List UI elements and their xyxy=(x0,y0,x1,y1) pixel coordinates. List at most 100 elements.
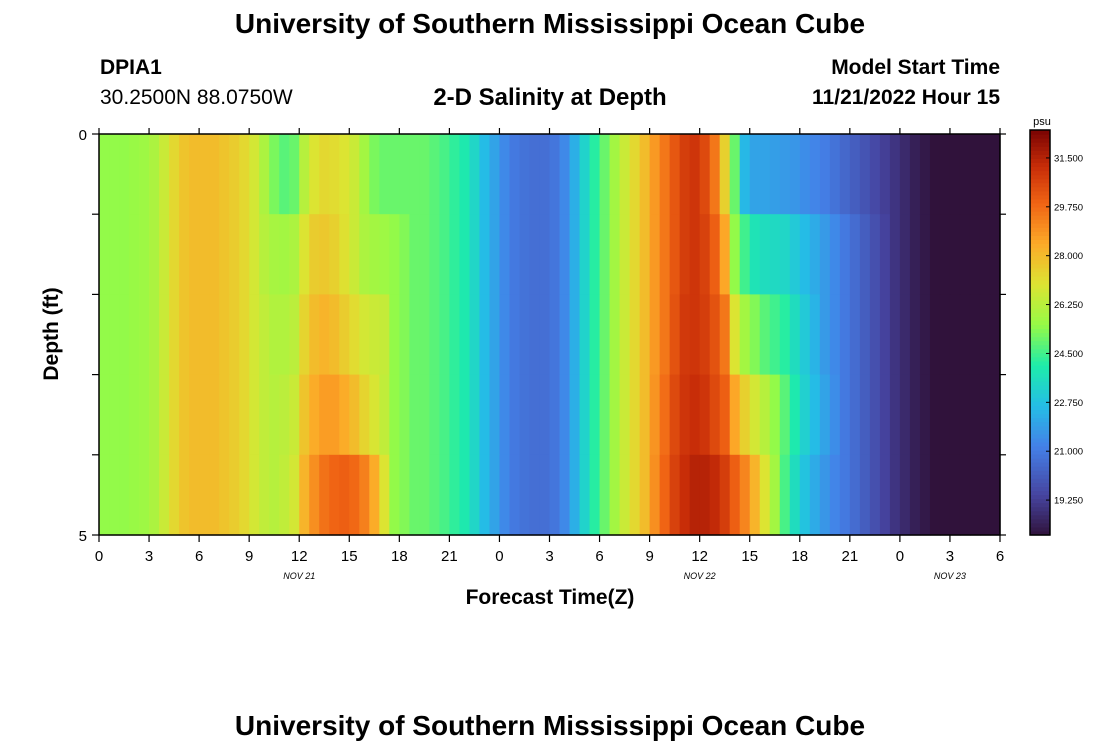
station-coordinates: 30.2500N 88.0750W xyxy=(100,86,293,109)
colorbar-segment xyxy=(1030,506,1050,512)
heatmap-cell xyxy=(949,214,961,295)
colorbar-segment xyxy=(1030,202,1050,208)
colorbar-segment xyxy=(1030,287,1050,293)
heatmap-cell xyxy=(919,134,931,215)
heatmap-cell xyxy=(199,294,210,376)
heatmap-cells xyxy=(99,134,1001,536)
date-label: NOV 23 xyxy=(934,571,966,581)
heatmap-cell xyxy=(719,374,731,456)
heatmap-cell xyxy=(229,454,240,536)
heatmap-cell xyxy=(639,214,651,295)
heatmap-cell xyxy=(869,134,881,215)
heatmap-cell xyxy=(379,134,390,215)
heatmap-cell xyxy=(559,374,571,456)
heatmap-cell xyxy=(919,454,931,536)
heatmap-cell xyxy=(109,214,120,295)
heatmap-cell xyxy=(969,454,981,536)
heatmap-cell xyxy=(259,454,270,536)
x-tick-label: 0 xyxy=(95,548,103,565)
heatmap-cell xyxy=(169,374,180,456)
heatmap-cell xyxy=(779,454,791,536)
colorbar-segment xyxy=(1030,510,1050,516)
heatmap-cell xyxy=(659,374,671,456)
colorbar-segment xyxy=(1030,421,1050,427)
heatmap-cell xyxy=(419,294,430,376)
heatmap-cell xyxy=(609,294,621,376)
heatmap-cell xyxy=(589,374,601,456)
heatmap-cell xyxy=(609,134,621,215)
heatmap-cell xyxy=(889,454,901,536)
heatmap-cell xyxy=(819,454,831,536)
x-tick-label: 9 xyxy=(245,548,253,565)
heatmap-cell xyxy=(439,454,450,536)
heatmap-cell xyxy=(409,134,420,215)
x-tick-label: 6 xyxy=(595,548,603,565)
colorbar-segment xyxy=(1030,162,1050,168)
x-tick-label: 15 xyxy=(341,548,358,565)
colorbar-segment xyxy=(1030,247,1050,253)
heatmap-cell xyxy=(679,454,691,536)
heatmap-cell xyxy=(599,374,611,456)
heatmap-cell xyxy=(689,294,701,376)
heatmap-cell xyxy=(609,454,621,536)
heatmap-cell xyxy=(959,134,971,215)
heatmap-cell xyxy=(279,134,290,215)
heatmap-cell xyxy=(419,374,430,456)
heatmap-cell xyxy=(239,214,250,295)
heatmap-cell xyxy=(369,374,380,456)
heatmap-cell xyxy=(239,374,250,456)
colorbar-segment xyxy=(1030,182,1050,188)
heatmap-cell xyxy=(939,214,951,295)
heatmap-cell xyxy=(419,134,430,215)
heatmap-cell xyxy=(409,214,420,295)
heatmap-cell xyxy=(639,134,651,215)
heatmap-cell xyxy=(579,214,591,295)
heatmap-cell xyxy=(649,374,661,456)
heatmap-cell xyxy=(899,134,911,215)
x-tick-label: 12 xyxy=(691,548,708,565)
heatmap-cell xyxy=(199,134,210,215)
colorbar-tick-label: 26.250 xyxy=(1054,300,1083,311)
heatmap-cell xyxy=(769,214,781,295)
heatmap-cell xyxy=(599,214,611,295)
heatmap-cell xyxy=(529,454,541,536)
heatmap-cell xyxy=(949,294,961,376)
heatmap-cell xyxy=(949,374,961,456)
heatmap-cell xyxy=(499,374,511,456)
colorbar-segment xyxy=(1030,522,1050,528)
heatmap-cell xyxy=(109,454,120,536)
heatmap-cell xyxy=(789,374,801,456)
heatmap-cell xyxy=(859,134,871,215)
heatmap-cell xyxy=(559,214,571,295)
heatmap-cell xyxy=(939,454,951,536)
heatmap-cell xyxy=(859,454,871,536)
colorbar-segment xyxy=(1030,494,1050,500)
heatmap-cell xyxy=(579,134,591,215)
salinity-chart: 0 3 6 9 12 15 18 21 0 3 6 9 12 15 18 21 0 3 6 NOV 21 NOV 22 N… xyxy=(40,116,1083,609)
heatmap-cell xyxy=(659,214,671,295)
heatmap-cell xyxy=(529,134,541,215)
heatmap-cell xyxy=(729,454,741,536)
colorbar-segment xyxy=(1030,158,1050,163)
y-tick-label: 0 xyxy=(79,127,87,144)
colorbar-segment xyxy=(1030,462,1050,467)
heatmap-cell xyxy=(739,294,751,376)
colorbar-segment xyxy=(1030,364,1050,370)
heatmap-cell xyxy=(549,454,561,536)
colorbar-segment xyxy=(1030,385,1050,390)
heatmap-cell xyxy=(799,374,811,456)
heatmap-cell xyxy=(489,454,501,536)
heatmap-cell xyxy=(439,294,450,376)
heatmap-cell xyxy=(159,374,170,456)
heatmap-cell xyxy=(149,134,160,215)
heatmap-cell xyxy=(669,134,681,215)
heatmap-cell xyxy=(849,374,861,456)
heatmap-cell xyxy=(669,454,681,536)
heatmap-cell xyxy=(439,134,450,215)
heatmap-cell xyxy=(299,214,310,295)
heatmap-cell xyxy=(429,454,440,536)
heatmap-cell xyxy=(129,214,140,295)
heatmap-cell xyxy=(379,294,390,376)
heatmap-cell xyxy=(199,454,210,536)
colorbar-segment xyxy=(1030,292,1050,297)
